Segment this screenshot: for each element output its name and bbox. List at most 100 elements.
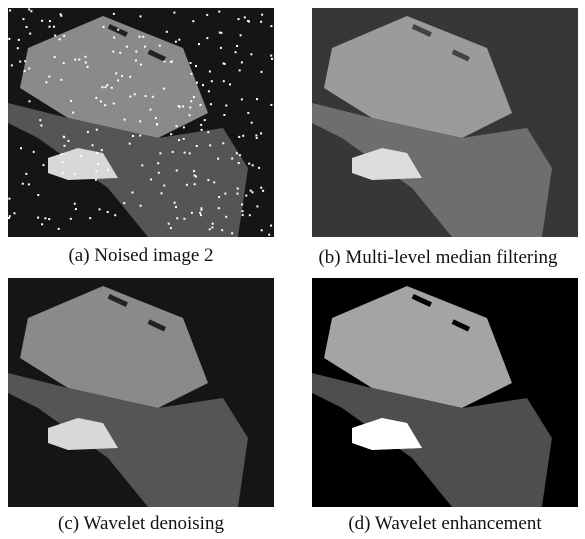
noise-dot xyxy=(28,8,30,10)
noise-dot xyxy=(22,183,24,185)
noise-dot xyxy=(261,229,263,231)
noise-dot xyxy=(41,20,43,22)
noise-dot xyxy=(196,145,198,147)
noise-dot xyxy=(248,163,250,165)
noise-dot xyxy=(178,139,180,141)
figure-images xyxy=(0,0,585,539)
noise-dot xyxy=(117,79,119,81)
noise-dot xyxy=(236,45,238,47)
image-a xyxy=(8,8,274,237)
noise-dot xyxy=(111,87,113,89)
noise-dot xyxy=(238,18,240,20)
noise-dot xyxy=(29,33,31,35)
noise-dot xyxy=(195,65,197,67)
noise-dot xyxy=(212,223,214,225)
noise-dot xyxy=(145,95,147,97)
caption: (d) Wavelet enhancement xyxy=(312,513,578,535)
noise-dot xyxy=(54,35,56,37)
noise-dot xyxy=(44,217,46,219)
noise-dot xyxy=(218,207,220,209)
noise-dot xyxy=(61,153,63,155)
noise-dot xyxy=(224,193,226,195)
noise-dot xyxy=(231,232,233,234)
noise-dot xyxy=(223,62,225,64)
noise-dot xyxy=(251,122,253,124)
noise-dot xyxy=(209,228,211,230)
noise-dot xyxy=(270,55,272,57)
noise-dot xyxy=(96,152,98,154)
noise-dot xyxy=(87,66,89,68)
noise-dot xyxy=(103,26,105,28)
noise-dot xyxy=(189,114,191,116)
noise-dot xyxy=(256,98,258,100)
noise-dot xyxy=(223,114,225,116)
noise-dot xyxy=(72,112,74,114)
noise-dot xyxy=(142,36,144,38)
noise-dot xyxy=(208,90,210,92)
noise-dot xyxy=(229,83,231,85)
noise-dot xyxy=(107,211,109,213)
noise-dot xyxy=(8,38,10,40)
noise-dot xyxy=(194,183,196,185)
noise-dot xyxy=(49,20,51,22)
noise-dot xyxy=(256,205,258,207)
noise-dot xyxy=(61,161,63,163)
noise-dot xyxy=(8,198,10,200)
noise-dot xyxy=(166,31,168,33)
noise-dot xyxy=(186,184,188,186)
noise-dot xyxy=(270,104,272,106)
noise-dot xyxy=(168,223,170,225)
noise-dot xyxy=(161,192,163,194)
noise-dot xyxy=(199,212,201,214)
noise-dot xyxy=(85,62,87,64)
noise-dot xyxy=(48,218,50,220)
noise-dot xyxy=(225,105,227,107)
noise-dot xyxy=(23,18,25,20)
noise-dot xyxy=(218,196,220,198)
noise-dot xyxy=(114,214,116,216)
noise-dot xyxy=(80,155,82,157)
noise-dot xyxy=(63,35,65,37)
noise-dot xyxy=(260,21,262,23)
noise-dot xyxy=(17,47,19,49)
noise-dot xyxy=(14,212,16,214)
noise-dot xyxy=(196,82,198,84)
noise-dot xyxy=(60,13,62,15)
noise-dot xyxy=(174,202,176,204)
noise-dot xyxy=(84,56,86,58)
noise-dot xyxy=(39,119,41,121)
noise-dot xyxy=(245,195,247,197)
noise-dot xyxy=(249,214,251,216)
noise-dot xyxy=(113,37,115,39)
noise-dot xyxy=(63,136,65,138)
noise-dot xyxy=(45,81,47,83)
noise-dot xyxy=(70,100,72,102)
noise-dot xyxy=(96,170,98,172)
noise-dot xyxy=(132,135,134,137)
noise-dot xyxy=(198,43,200,45)
noise-dot xyxy=(250,190,252,192)
noise-dot xyxy=(200,209,202,211)
noise-dot xyxy=(270,25,272,27)
noise-dot xyxy=(213,181,215,183)
noise-dot xyxy=(157,162,159,164)
noise-dot xyxy=(117,29,119,31)
noise-dot xyxy=(225,216,227,218)
noise-dot xyxy=(92,144,94,146)
noise-dot xyxy=(239,154,241,156)
noise-dot xyxy=(217,158,219,160)
noise-dot xyxy=(24,60,26,62)
noise-dot xyxy=(201,129,203,131)
noise-dot xyxy=(256,137,258,139)
noise-dot xyxy=(74,173,76,175)
noise-dot xyxy=(41,223,43,225)
noise-dot xyxy=(207,131,209,133)
noise-dot xyxy=(241,61,243,63)
noise-dot xyxy=(87,131,89,133)
noise-dot xyxy=(70,218,72,220)
noise-dot xyxy=(268,234,270,236)
noise-dot xyxy=(59,38,61,40)
noise-dot xyxy=(200,214,202,216)
noise-dot xyxy=(28,183,30,185)
noise-dot xyxy=(190,62,192,64)
